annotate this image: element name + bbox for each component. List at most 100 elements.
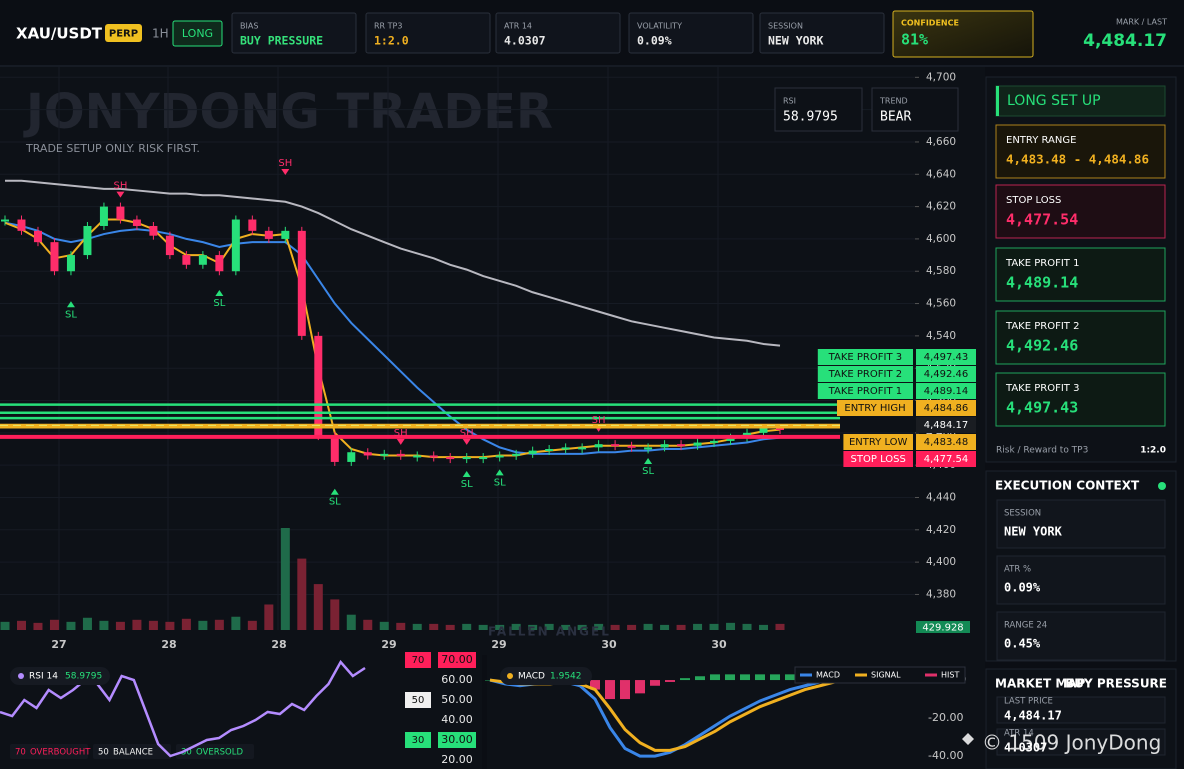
marker-label: SL: [329, 497, 341, 508]
marker-arrow: [330, 488, 339, 495]
level-value: 4,489.14: [924, 386, 969, 397]
map-title: MARKET MAP: [995, 677, 1086, 691]
badge: PERP: [109, 29, 138, 40]
card-value: NEW YORK: [768, 34, 823, 48]
info-label: RSI: [783, 97, 796, 106]
marker-label: SH: [592, 415, 606, 426]
macd-hist: [590, 680, 600, 690]
macd-hist: [605, 680, 615, 700]
card-label: RR TP3: [374, 22, 402, 31]
map-value: BUY PRESSURE: [1065, 677, 1167, 691]
candle: [660, 444, 669, 448]
marker-label: SH: [394, 428, 408, 439]
marker-label: SL: [65, 309, 77, 320]
footer-value: 429.928: [922, 623, 963, 634]
level-value-bg: [916, 349, 976, 365]
candle: [561, 447, 570, 450]
volume-bar: [379, 621, 389, 630]
marker-label: SL: [213, 298, 225, 309]
rsi-tick-label: 40.00: [441, 713, 473, 726]
level-name-bg: [817, 383, 913, 399]
rsi-clip: [0, 659, 366, 758]
level-name-bg: [817, 366, 913, 382]
candle: [132, 219, 141, 226]
macd-hist: [620, 680, 630, 700]
candle: [17, 219, 26, 231]
rsi-legend-label: OVERBOUGHT: [30, 748, 91, 758]
volume-bar: [16, 620, 26, 630]
candle: [594, 444, 603, 448]
marker-label: SH: [113, 181, 127, 192]
level-name-bg: [843, 451, 913, 467]
level-name: ENTRY LOW: [849, 437, 908, 448]
setup-card: [995, 124, 1166, 179]
volume-bar: [429, 623, 439, 630]
volume-bar: [742, 623, 752, 630]
candle: [182, 255, 191, 265]
candle: [363, 452, 372, 456]
level-value: 4,492.46: [924, 369, 969, 380]
volume-bar: [462, 623, 472, 630]
rsi-tick-bg: [438, 732, 476, 748]
macd-hist: [635, 680, 645, 694]
card-value: BUY PRESSURE: [240, 34, 323, 48]
marker-arrow: [644, 458, 653, 465]
level-name: ENTRY HIGH: [844, 403, 905, 414]
macd-value: 1.9542: [550, 672, 582, 682]
candle: [462, 457, 471, 460]
card-label: ATR 14: [504, 22, 532, 31]
candle: [165, 235, 174, 256]
info-box: [774, 87, 863, 132]
candle: [710, 440, 719, 443]
candle: [495, 455, 504, 458]
rsi-line: [0, 659, 366, 758]
candle: [776, 427, 784, 430]
card-label: VOLATILITY: [637, 22, 682, 31]
exec-dot: [1158, 482, 1166, 490]
marker-label: SH: [460, 428, 474, 439]
rsi-level-box: 50: [412, 695, 425, 706]
volume-bar: [412, 623, 422, 630]
candle: [429, 455, 438, 458]
candle: [33, 230, 42, 243]
candle: [66, 255, 75, 272]
volume-bar: [115, 621, 125, 630]
volume-bar: [181, 618, 191, 630]
level-value: 4,483.48: [924, 437, 969, 448]
candle: [264, 230, 273, 239]
volume-bar: [693, 623, 703, 630]
volume-bar: [165, 621, 175, 630]
candle: [759, 427, 768, 433]
x-tick-label: 30: [711, 638, 727, 651]
candle: [528, 450, 537, 454]
candle: [627, 445, 636, 448]
setup-card-label: STOP LOSS: [1006, 195, 1061, 206]
candle: [578, 447, 587, 450]
volume-bar: [280, 528, 290, 630]
volume-bar: [528, 624, 538, 630]
volume-bar: [297, 558, 307, 630]
volume-bar: [198, 620, 208, 630]
y-tick-label: 4,560: [926, 298, 956, 310]
setup-card-label: TAKE PROFIT 3: [1005, 383, 1079, 394]
candle: [231, 219, 240, 272]
setup-card-label: ENTRY RANGE: [1006, 135, 1076, 146]
rsi-legend-bg: [93, 744, 171, 759]
exec-label: SESSION: [1004, 509, 1041, 519]
info-value: 58.9795: [783, 110, 838, 125]
x-tick-label: 30: [601, 638, 617, 651]
level-value: 4,484.17: [924, 420, 969, 431]
candle: [446, 457, 455, 460]
header-card: [231, 12, 357, 54]
volume-bar: [577, 624, 587, 630]
candle: [413, 455, 422, 458]
footer-value-bg: [916, 621, 970, 633]
rsi-tick-label: 30.00: [441, 733, 473, 746]
candle: [611, 444, 620, 447]
x-tick-label: 27: [51, 638, 66, 651]
header-card: [628, 12, 754, 54]
direction-bg: [172, 20, 223, 47]
confidence-label: CONFIDENCE: [901, 19, 959, 28]
price-area: JONYDONG TRADER: [0, 66, 915, 630]
